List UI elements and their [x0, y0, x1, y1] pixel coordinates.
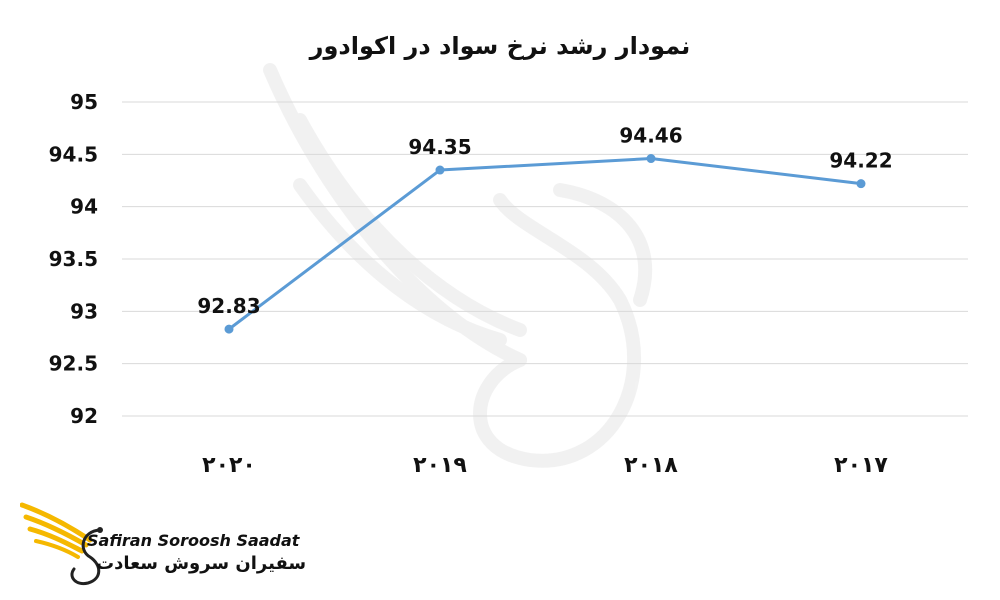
wing-icon — [20, 502, 93, 559]
x-tick-label: ۲۰۱۸ — [624, 453, 678, 478]
data-point — [646, 154, 656, 164]
y-tick-label: 93.5 — [49, 247, 98, 271]
brand-logo — [20, 502, 103, 586]
series-line — [227, 157, 863, 331]
y-tick-label: 94 — [70, 195, 98, 219]
y-tick-label: 95 — [70, 90, 98, 114]
swan-s-icon — [70, 527, 103, 586]
brand-name-english: Safiran Soroosh Saadat — [87, 531, 300, 550]
x-axis-ticks: ۲۰۲۰ ۲۰۱۹ ۲۰۱۸ ۲۰۱۷ — [202, 453, 888, 478]
x-tick-label: ۲۰۱۹ — [413, 453, 467, 478]
y-axis-ticks: 92 92.5 93 93.5 94 94.5 95 — [49, 90, 98, 428]
data-point — [224, 324, 234, 334]
y-tick-label: 92.5 — [49, 352, 98, 376]
y-tick-label: 94.5 — [49, 142, 98, 166]
data-point — [856, 179, 866, 189]
x-tick-label: ۲۰۲۰ — [202, 453, 256, 478]
x-tick-label: ۲۰۱۷ — [834, 453, 888, 478]
brand-name-persian: سفیران سروش سعادت — [96, 553, 307, 574]
data-point — [435, 165, 445, 175]
y-tick-label: 93 — [70, 299, 98, 323]
series-layer — [224, 154, 866, 334]
data-label: 94.46 — [619, 124, 682, 148]
data-label: 94.35 — [408, 135, 471, 159]
y-tick-label: 92 — [70, 404, 98, 428]
data-labels: 92.83 94.35 94.46 94.22 — [197, 124, 892, 319]
grid-lines — [122, 101, 968, 417]
data-label: 92.83 — [197, 294, 260, 318]
swan-watermark — [263, 63, 653, 468]
data-label: 94.22 — [829, 149, 892, 173]
chart-title: نمودار رشد نرخ سواد در اکوادور — [309, 32, 691, 60]
